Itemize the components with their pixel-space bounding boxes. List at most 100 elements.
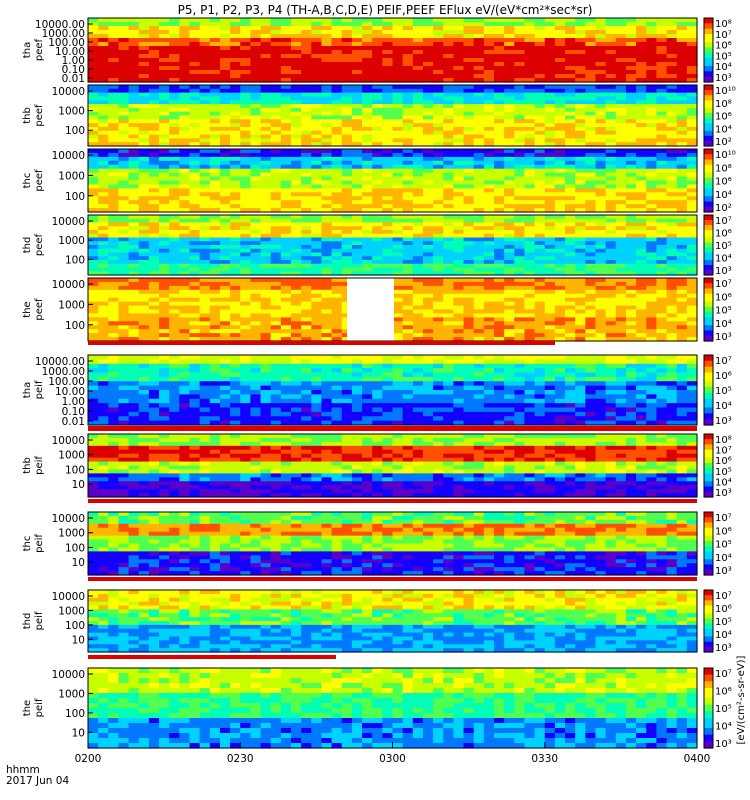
colorbar-tick-label: 10¹⁰ [715, 86, 736, 97]
y-tick-label: 0.10 [62, 64, 85, 76]
y-tick-label: 100 [65, 464, 85, 476]
y-tick-label: 1000 [58, 106, 85, 118]
y-tick-label: 100 [65, 191, 85, 203]
colorbar-tick-label: 10⁶ [715, 292, 732, 303]
y-axis-label-probe: thb [22, 107, 33, 124]
y-tick-label: 100 [65, 620, 85, 632]
colorbar-tick-label: 10⁴ [715, 401, 732, 412]
colorbar-tick-label: 10⁴ [715, 553, 732, 564]
panel-frame [87, 17, 698, 83]
y-tick-label: 1000 [58, 235, 85, 247]
colorbar-tick-label: 10² [715, 203, 732, 214]
colorbar-tick-label: 10⁷ [715, 513, 732, 524]
y-tick-label: 100 [65, 542, 85, 554]
y-tick-label: 100 [65, 708, 85, 720]
colorbar-unit-label: [eV/(cm²-s-sr-eV)] [736, 655, 747, 744]
y-tick-label: 10000.00 [35, 19, 85, 31]
x-tick-label: 0300 [379, 753, 406, 765]
y-tick-label: 1000 [58, 450, 85, 462]
y-axis-label-probe: thc [22, 173, 33, 189]
colorbar-tick-label: 10⁷ [715, 356, 732, 367]
colorbar-tick-label: 10⁸ [715, 99, 732, 110]
spectrogram-thb-peef [88, 85, 698, 147]
spectrogram-thb-peif [88, 434, 698, 498]
y-tick-label: 1000 [58, 688, 85, 700]
y-tick-label: 0.10 [62, 406, 85, 418]
panel-frame [87, 354, 698, 426]
colorbar-tick-label: 10⁵ [715, 617, 732, 628]
y-tick-label: 10000 [52, 513, 85, 525]
y-tick-label: 100.00 [48, 376, 85, 388]
data-gap [347, 278, 394, 341]
y-axis-label-probe: tha [22, 42, 33, 58]
y-tick-label: 1.00 [62, 396, 85, 408]
y-axis-label-product: peef [34, 233, 45, 256]
y-axis-label-probe: thc [22, 536, 33, 552]
y-axis-label-product: peef [34, 38, 45, 61]
y-tick-label: 100 [65, 254, 85, 266]
colorbar-tick-label: 10⁴ [715, 477, 732, 488]
quality-flag-bar [88, 426, 697, 431]
y-tick-label: 10000 [52, 216, 85, 228]
y-axis-label-probe: thd [22, 237, 33, 254]
spectrogram-thd-peef [88, 215, 698, 276]
colorbar-tick-label: 10⁴ [715, 630, 732, 641]
panel-thc-peef: 10000 1000 100 thc peef 10¹⁰ 10⁸ 10⁶ 10⁴ 10² [22, 148, 736, 214]
y-axis-label-product: peif [34, 380, 45, 399]
quality-flag-bar [88, 577, 697, 581]
y-tick-label: 10 [72, 634, 85, 646]
quality-flag-bar [88, 341, 555, 345]
colorbar-tick-label: 10⁶ [715, 526, 732, 537]
colorbar-tick-label: 10⁴ [715, 254, 732, 265]
y-tick-label: 100.00 [48, 37, 85, 49]
quality-flag-bar [88, 655, 336, 659]
colorbar-tha-peif: 10⁷ 10⁶ 10⁵ 10⁴ 10³ [703, 354, 732, 427]
colorbar-tick-label: 10¹⁰ [715, 150, 736, 161]
y-tick-label: 1000 [58, 528, 85, 540]
colorbar-tick-label: 10³ [715, 416, 732, 427]
y-axis-label-product: peif [34, 456, 45, 475]
y-tick-label: 10 [72, 479, 85, 491]
spectrogram-tha-peef [88, 18, 698, 83]
spectrogram-thc-peef [88, 149, 698, 213]
colorbar-tick-label: 10⁵ [715, 241, 732, 252]
chart-title: P5, P1, P2, P3, P4 (TH-A,B,C,D,E) PEIF,P… [178, 3, 593, 17]
colorbar-tick-label: 10³ [715, 566, 732, 577]
colorbar-tick-label: 10⁷ [715, 446, 732, 457]
panel-frame [87, 148, 698, 213]
time-axis: 0200 0230 0300 0330 0400 [75, 742, 710, 765]
y-tick-label: 10000.00 [35, 356, 85, 368]
colorbar-tick-label: 10⁶ [715, 371, 732, 382]
colorbar-thc-peif: 10⁷ 10⁶ 10⁵ 10⁴ 10³ [703, 511, 732, 577]
y-tick-label: 0.01 [62, 416, 85, 428]
x-tick-label: 0200 [75, 753, 102, 765]
colorbar-tick-label: 10³ [715, 73, 732, 84]
colorbar-tick-label: 10⁸ [715, 163, 732, 174]
colorbar-tick-label: 10³ [715, 643, 732, 654]
y-tick-label: 1000 [58, 170, 85, 182]
colorbar-tick-label: 10⁸ [715, 19, 732, 30]
y-axis-label-product: peef [34, 298, 45, 321]
panel-frame [87, 589, 698, 653]
spectrogram-thc-peif [88, 512, 698, 576]
y-tick-label: 10000 [52, 279, 85, 291]
colorbar-tick-label: 10⁷ [715, 279, 732, 290]
colorbar-tick-label: 10² [715, 137, 732, 148]
colorbar-tick-label: 10⁵ [715, 51, 732, 62]
colorbar-tick-label: 10³ [715, 739, 732, 750]
colorbar-tick-label: 10⁵ [715, 386, 732, 397]
y-tick-label: 100 [65, 125, 85, 137]
colorbar-tick-label: 10³ [715, 266, 732, 277]
y-tick-label: 1.00 [62, 55, 85, 67]
colorbar-tick-label: 10⁵ [715, 540, 732, 551]
y-axis-label-product: peif [34, 611, 45, 630]
y-tick-label: 10.00 [55, 386, 85, 398]
x-tick-label: 0230 [227, 753, 254, 765]
spectrogram-the-peif [88, 668, 698, 749]
